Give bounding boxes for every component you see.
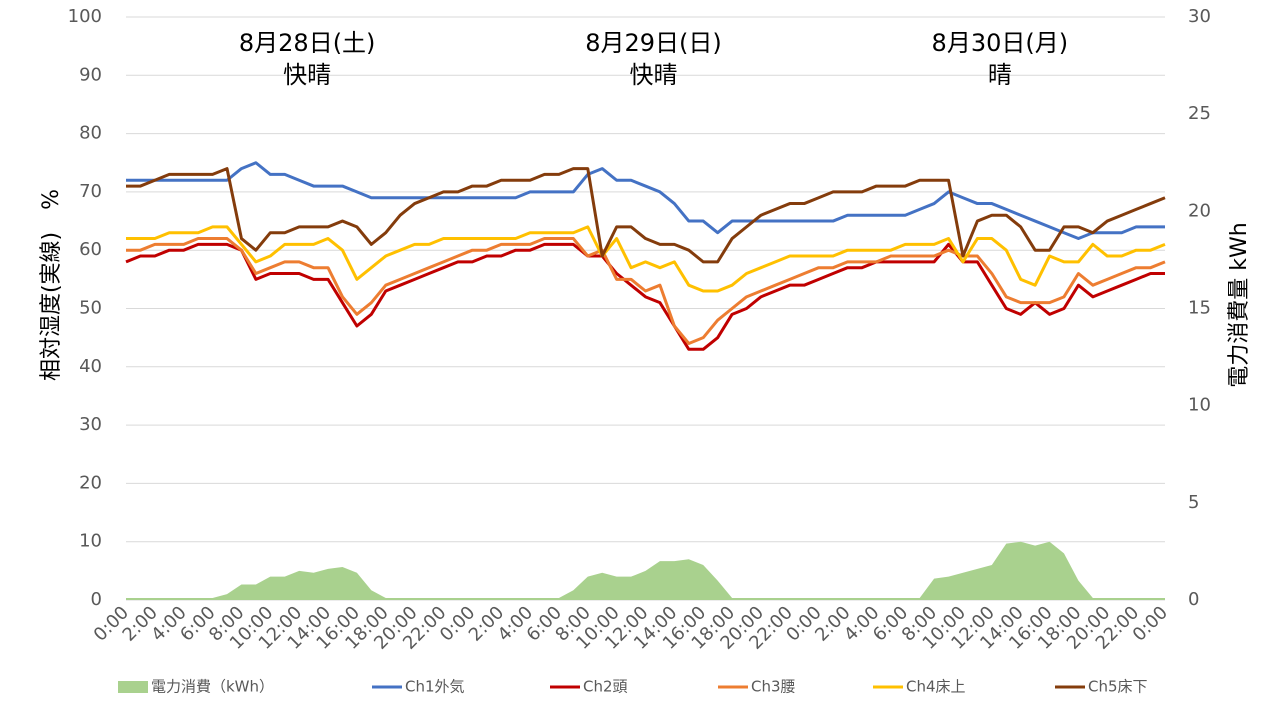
line	[126, 237, 1166, 345]
y2-tick-label: 30	[1188, 6, 1211, 27]
day-label: 8月28日(土)	[239, 29, 376, 57]
y-tick-label: 90	[79, 64, 102, 85]
x-tick-label: 0:00	[1129, 602, 1172, 645]
weather-label: 晴	[988, 61, 1012, 89]
y-tick-label: 100	[68, 6, 102, 27]
line	[126, 225, 1166, 293]
y-tick-label: 0	[91, 589, 102, 610]
day-label: 8月29日(日)	[585, 29, 722, 57]
line	[126, 161, 1165, 241]
y2-axis-label: 電力消費量 kWh	[1227, 222, 1252, 387]
y-tick-label: 70	[79, 181, 102, 202]
area	[126, 541, 1165, 600]
legend-label: Ch4床上	[906, 678, 966, 696]
y-tick-label: 50	[79, 298, 102, 319]
legend-label: Ch1外気	[405, 678, 465, 696]
y-tick-label: 10	[79, 531, 102, 552]
line	[125, 242, 1165, 351]
legend-label: Ch3腰	[751, 678, 796, 696]
legend-label: Ch5床下	[1088, 678, 1148, 696]
y2-tick-label: 25	[1188, 103, 1211, 124]
day-label: 8月30日(月)	[932, 29, 1069, 57]
legend-label: Ch2頭	[583, 678, 628, 696]
y-tick-label: 80	[79, 123, 102, 144]
y2-tick-label: 15	[1188, 298, 1211, 319]
y-tick-label: 20	[79, 472, 102, 493]
y-tick-label: 30	[79, 414, 102, 435]
legend-label: 電力消費（kWh）	[151, 678, 274, 696]
y2-tick-label: 10	[1188, 395, 1211, 416]
weather-label: 快晴	[283, 61, 331, 89]
y2-tick-label: 5	[1188, 492, 1199, 513]
y-axis-label: 相対湿度(実線) %	[39, 189, 64, 381]
y-tick-label: 60	[79, 239, 102, 260]
line	[126, 167, 1166, 264]
legend-swatch	[118, 681, 148, 693]
y-tick-label: 40	[79, 356, 102, 377]
y2-tick-label: 20	[1188, 200, 1211, 221]
weather-label: 快晴	[630, 61, 678, 89]
y2-tick-label: 0	[1188, 589, 1199, 610]
